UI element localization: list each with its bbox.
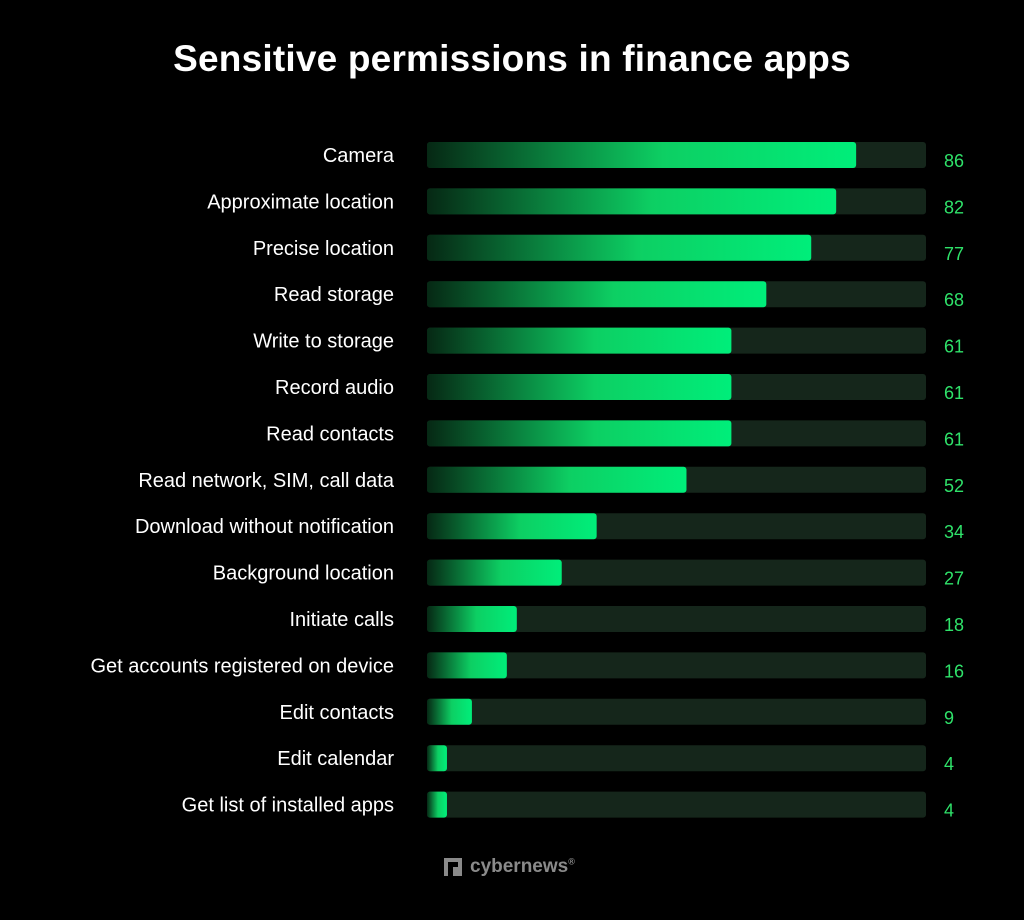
value-labels: 86 82 77 68 61 61 61 52 34 27 18 16 9 4 4 bbox=[944, 151, 964, 821]
brand-footer: cybernews® bbox=[444, 856, 575, 878]
category-label: Read storage bbox=[274, 284, 394, 306]
bar bbox=[427, 281, 767, 308]
bar-track bbox=[427, 745, 926, 772]
bar-track bbox=[427, 606, 926, 632]
bar bbox=[427, 234, 812, 261]
category-label: Approximate location bbox=[207, 191, 394, 213]
category-label: Read network, SIM, call data bbox=[138, 470, 395, 492]
value-label: 4 bbox=[944, 754, 954, 774]
value-label: 82 bbox=[944, 197, 964, 217]
category-label: Read contacts bbox=[266, 423, 394, 445]
bar bbox=[427, 606, 517, 632]
value-label: 61 bbox=[944, 429, 964, 449]
value-label: 77 bbox=[944, 244, 964, 264]
category-label: Edit contacts bbox=[279, 702, 394, 724]
value-label: 27 bbox=[944, 569, 964, 589]
bar-track bbox=[427, 652, 926, 679]
value-label: 61 bbox=[944, 383, 964, 403]
bar bbox=[427, 188, 837, 215]
cybernews-logo-icon bbox=[444, 858, 462, 876]
bar bbox=[427, 698, 472, 725]
bar bbox=[427, 791, 447, 818]
bar bbox=[427, 652, 507, 679]
bar-chart: Camera Approximate location Precise locati… bbox=[90, 142, 964, 821]
bar bbox=[427, 142, 857, 168]
category-label: Get accounts registered on device bbox=[90, 655, 394, 677]
value-label: 68 bbox=[944, 290, 964, 310]
bar bbox=[427, 466, 687, 493]
category-labels: Camera Approximate location Precise locati… bbox=[90, 145, 394, 817]
value-label: 18 bbox=[944, 615, 964, 635]
category-label: Initiate calls bbox=[290, 609, 395, 631]
brand-name: cybernews® bbox=[470, 856, 575, 877]
value-label: 9 bbox=[944, 708, 954, 728]
bar bbox=[427, 513, 597, 540]
category-label: Camera bbox=[323, 145, 395, 167]
category-label: Download without notification bbox=[135, 516, 394, 538]
chart-title: Sensitive permissions in finance apps bbox=[173, 38, 851, 79]
bars bbox=[427, 142, 857, 818]
value-label: 86 bbox=[944, 151, 964, 171]
category-label: Edit calendar bbox=[277, 748, 394, 770]
value-label: 61 bbox=[944, 337, 964, 357]
category-label: Background location bbox=[213, 563, 394, 585]
bar bbox=[427, 374, 732, 400]
category-label: Record audio bbox=[275, 377, 394, 399]
registered-mark: ® bbox=[568, 856, 575, 867]
bar-track bbox=[427, 698, 926, 725]
category-label: Get list of installed apps bbox=[182, 795, 394, 817]
value-label: 52 bbox=[944, 476, 964, 496]
bar-track bbox=[427, 791, 926, 818]
bar bbox=[427, 745, 447, 772]
value-label: 4 bbox=[944, 801, 954, 821]
bar bbox=[427, 327, 732, 354]
value-label: 16 bbox=[944, 661, 964, 681]
bar bbox=[427, 559, 562, 586]
value-label: 34 bbox=[944, 522, 964, 542]
category-label: Precise location bbox=[253, 238, 394, 260]
bar bbox=[427, 420, 732, 447]
category-label: Write to storage bbox=[253, 331, 394, 353]
